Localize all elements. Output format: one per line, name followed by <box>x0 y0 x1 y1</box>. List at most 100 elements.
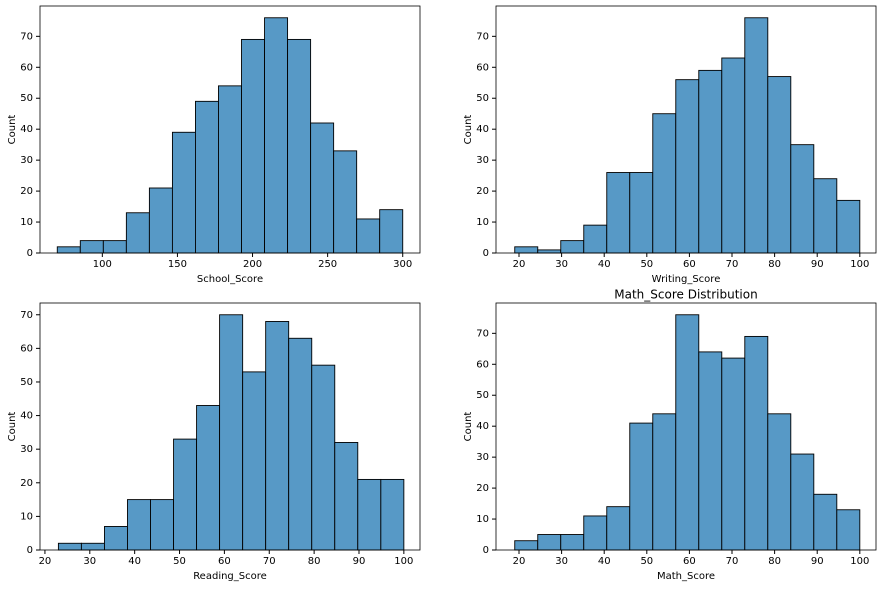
y-tick-label: 50 <box>20 377 33 388</box>
bar <box>514 540 539 551</box>
x-tick-label: 30 <box>83 556 96 567</box>
y-tick-label: 50 <box>476 93 489 104</box>
y-tick-label: 0 <box>483 248 489 259</box>
bar <box>606 506 631 551</box>
bar <box>196 405 221 551</box>
bar <box>767 76 792 254</box>
x-tick-label: 70 <box>726 259 739 270</box>
bar <box>287 38 312 254</box>
y-tick-label: 30 <box>20 444 33 455</box>
bar <box>379 209 404 254</box>
bar <box>629 422 654 551</box>
bar <box>629 172 654 254</box>
bar <box>675 314 700 551</box>
x-tick-label: 60 <box>683 259 696 270</box>
y-tick-label: 40 <box>20 124 33 135</box>
bar <box>288 337 313 551</box>
bar <box>583 515 608 551</box>
x-tick-label: 300 <box>393 259 412 270</box>
y-tick-label: 0 <box>27 248 33 259</box>
bar <box>790 453 815 551</box>
bar <box>560 240 585 254</box>
y-axis-label: Count <box>463 115 474 145</box>
x-tick-label: 40 <box>598 556 611 567</box>
x-tick-label: 70 <box>263 556 276 567</box>
x-axis-label: School_Score <box>197 274 263 285</box>
x-tick-label: 20 <box>513 259 526 270</box>
x-tick-label: 80 <box>768 259 781 270</box>
y-tick-label: 50 <box>476 390 489 401</box>
y-tick-label: 40 <box>20 411 33 422</box>
x-tick-label: 100 <box>394 556 413 567</box>
x-tick-label: 90 <box>811 556 824 567</box>
y-tick-label: 70 <box>476 31 489 42</box>
y-tick-label: 40 <box>476 124 489 135</box>
bar <box>813 178 838 254</box>
x-tick-label: 40 <box>128 556 141 567</box>
y-tick-label: 20 <box>476 483 489 494</box>
bar <box>334 442 359 551</box>
x-tick-label: 40 <box>598 259 611 270</box>
bar <box>56 246 81 254</box>
bar <box>171 131 196 254</box>
bar <box>652 113 677 254</box>
bar <box>195 100 219 254</box>
bar <box>380 478 405 551</box>
bar <box>127 499 151 551</box>
bar <box>79 240 104 254</box>
y-tick-label: 70 <box>20 31 33 42</box>
bar <box>537 249 562 254</box>
y-axis-label: Count <box>7 115 18 145</box>
y-tick-label: 10 <box>476 217 489 228</box>
x-tick-label: 90 <box>353 556 366 567</box>
bar <box>219 314 244 551</box>
bar <box>813 493 838 551</box>
bar <box>333 150 358 254</box>
bar <box>104 526 128 551</box>
bar <box>698 351 723 551</box>
bar <box>265 321 290 551</box>
bar <box>150 499 175 551</box>
y-tick-label: 20 <box>20 186 33 197</box>
y-tick-label: 30 <box>476 452 489 463</box>
y-tick-label: 30 <box>20 155 33 166</box>
bar <box>721 57 746 254</box>
bar <box>241 38 265 254</box>
x-axis-label: Reading_Score <box>193 571 267 582</box>
x-tick-label: 30 <box>555 556 568 567</box>
bar <box>242 371 267 551</box>
y-tick-label: 60 <box>476 62 489 73</box>
x-tick-label: 100 <box>850 556 869 567</box>
bar <box>125 212 150 254</box>
bar <box>357 478 382 551</box>
chart-title: Math_Score Distribution <box>614 288 757 302</box>
y-tick-label: 50 <box>20 93 33 104</box>
x-tick-label: 60 <box>683 556 696 567</box>
x-tick-label: 30 <box>555 259 568 270</box>
x-tick-label: 50 <box>640 556 653 567</box>
bar <box>57 542 82 551</box>
bar <box>102 240 127 254</box>
x-axis-label: Writing_Score <box>652 274 721 285</box>
bar <box>173 438 198 551</box>
y-tick-label: 0 <box>483 545 489 556</box>
y-tick-label: 60 <box>476 359 489 370</box>
x-tick-label: 60 <box>218 556 231 567</box>
x-tick-label: 70 <box>726 556 739 567</box>
bar <box>560 534 585 551</box>
bar <box>698 69 723 254</box>
x-tick-label: 100 <box>93 259 112 270</box>
y-tick-label: 70 <box>476 328 489 339</box>
bar <box>606 172 631 254</box>
bar <box>583 224 608 254</box>
y-tick-label: 10 <box>20 217 33 228</box>
bar <box>675 79 700 254</box>
y-tick-label: 0 <box>27 545 33 556</box>
bar <box>652 413 677 551</box>
y-tick-label: 10 <box>476 514 489 525</box>
y-tick-label: 20 <box>476 186 489 197</box>
bar <box>310 122 335 254</box>
x-tick-label: 20 <box>39 556 52 567</box>
bar <box>767 413 792 551</box>
